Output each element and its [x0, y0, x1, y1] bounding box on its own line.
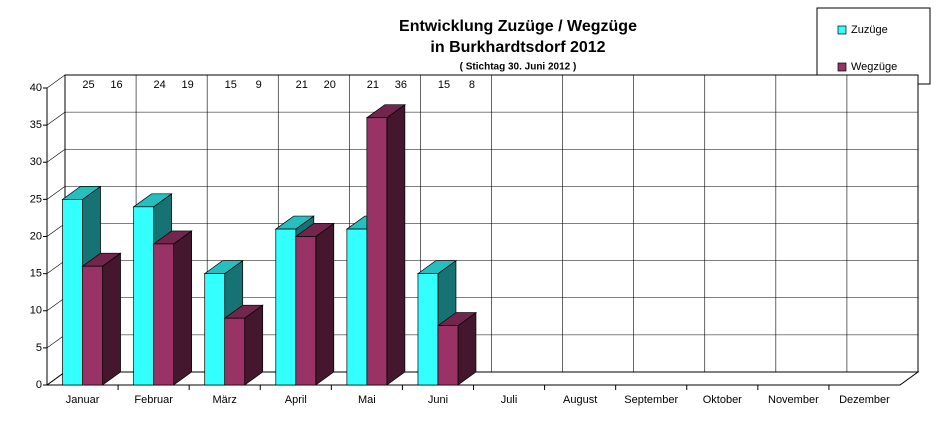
- bar-face: [153, 243, 174, 386]
- grid-line: [46, 297, 66, 311]
- bar-face: [133, 206, 154, 386]
- grid-line: [46, 223, 66, 237]
- legend-label: Wegzüge: [851, 61, 897, 73]
- x-tick-label: April: [285, 394, 307, 406]
- grid-line: [46, 186, 66, 200]
- grid-line: [46, 111, 66, 126]
- bar-face: [204, 273, 226, 386]
- bar-face: [417, 273, 439, 386]
- data-label: 16: [110, 79, 122, 91]
- data-label: 21: [296, 79, 308, 91]
- legend-box: [816, 7, 931, 85]
- data-label: 20: [324, 79, 336, 91]
- chart-title: Entwicklung Zuzüge / Wegzüge: [399, 18, 637, 35]
- y-tick-label: 20: [30, 230, 42, 242]
- legend-swatch: [837, 25, 847, 35]
- data-label: 36: [395, 79, 407, 91]
- x-tick-label: Mai: [358, 394, 376, 406]
- grid-line: [46, 371, 66, 386]
- y-tick-label: 0: [36, 379, 42, 391]
- y-tick-label: 30: [30, 156, 42, 168]
- data-label: 19: [182, 79, 194, 91]
- bar: [365, 104, 406, 386]
- x-tick-label: Januar: [66, 394, 100, 406]
- grid-line: [46, 334, 66, 349]
- bar-face: [224, 317, 246, 386]
- data-label: 24: [154, 79, 166, 91]
- chart-title: in Burkhardtsdorf 2012: [430, 39, 605, 56]
- bar-face: [437, 325, 459, 386]
- bar-face: [62, 199, 83, 386]
- x-tick-label: Februar: [134, 394, 173, 406]
- x-tick-label: Oktober: [703, 394, 742, 406]
- bar: [81, 252, 122, 386]
- data-label: 9: [256, 79, 262, 91]
- x-tick-label: September: [624, 394, 678, 406]
- bar-face: [102, 252, 121, 386]
- x-tick-label: November: [768, 394, 819, 406]
- y-tick-label: 5: [36, 342, 42, 354]
- bar: [436, 311, 478, 386]
- data-label: 25: [82, 79, 94, 91]
- bar-face: [82, 265, 103, 386]
- y-tick-label: 15: [30, 268, 42, 280]
- bar: [223, 304, 264, 386]
- bar: [152, 230, 193, 386]
- chart-subtitle: ( Stichtag 30. Juni 2012 ): [460, 62, 577, 73]
- bar-face: [366, 117, 388, 386]
- y-tick-label: 35: [30, 119, 42, 131]
- legend-swatch: [837, 62, 847, 72]
- y-tick-label: 10: [30, 305, 42, 317]
- y-tick-label: 40: [30, 82, 42, 94]
- grid-line: [46, 260, 66, 274]
- y-tick-label: 25: [30, 193, 42, 205]
- legend-label: Zuzüge: [851, 24, 888, 36]
- x-tick-label: Juni: [428, 394, 448, 406]
- x-tick-label: März: [212, 394, 236, 406]
- data-label: 8: [469, 79, 475, 91]
- x-tick-label: Dezember: [839, 394, 890, 406]
- bar-face: [295, 236, 317, 386]
- grid-line: [46, 149, 66, 163]
- grid-line: [46, 74, 66, 89]
- bar-face: [346, 228, 368, 386]
- bar-face: [173, 230, 192, 386]
- data-label: 15: [225, 79, 237, 91]
- bar-face: [386, 104, 406, 386]
- bar-face: [244, 304, 264, 386]
- bar-face: [275, 228, 297, 386]
- x-tick-label: August: [563, 394, 597, 406]
- x-tick-label: Juli: [501, 394, 518, 406]
- bar-face: [315, 222, 335, 386]
- data-label: 15: [438, 79, 450, 91]
- bar: [294, 222, 335, 386]
- data-label: 21: [367, 79, 379, 91]
